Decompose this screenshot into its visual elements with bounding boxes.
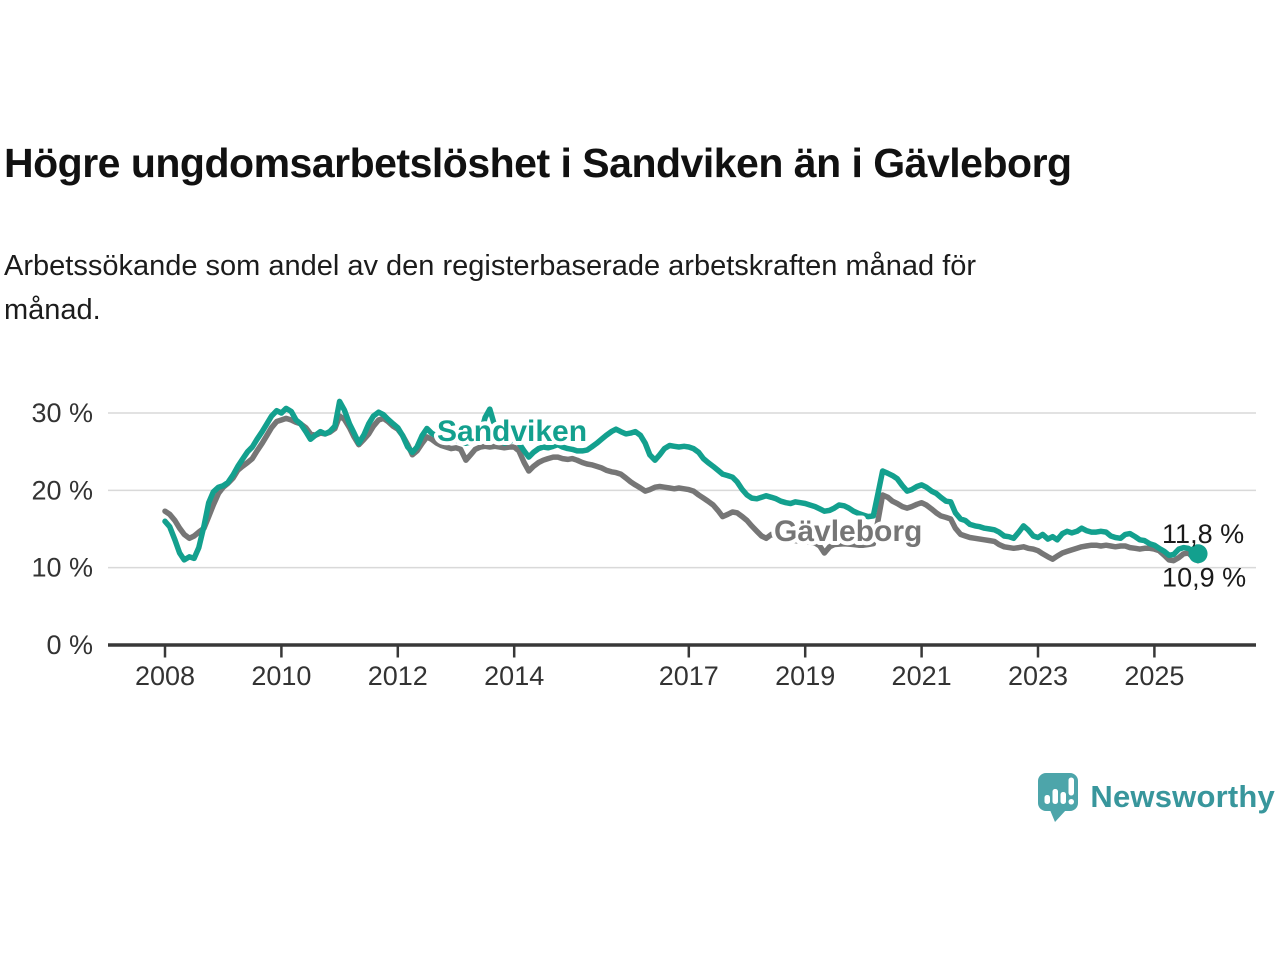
gavleborg-end-value-label: 10,9 % (1162, 563, 1246, 593)
newsworthy-logo-icon (1038, 773, 1079, 822)
gavleborg-line (162, 413, 1201, 564)
y-axis-label-10: 10 % (31, 553, 93, 583)
x-axis-label-2023: 2023 (1008, 661, 1068, 691)
x-axis-label-2021: 2021 (892, 661, 952, 691)
x-axis-label-2010: 2010 (251, 661, 311, 691)
y-axis-label-30: 30 % (31, 398, 93, 428)
page-subtitle: Arbetssökande som andel av den registerb… (4, 244, 976, 332)
x-axis-label-2017: 2017 (659, 661, 719, 691)
subtitle-line-2: månad. (4, 294, 101, 326)
subtitle-line-1: Arbetssökande som andel av den registerb… (4, 250, 977, 282)
x-axis-label-2025: 2025 (1124, 661, 1184, 691)
x-axis-label-2012: 2012 (368, 661, 428, 691)
newsworthy-brand[interactable]: Newsworthy (1036, 771, 1275, 823)
sandviken-end-dot (1188, 544, 1208, 564)
y-axis-label-20: 20 % (31, 475, 93, 505)
sandviken-end-value-label: 11,8 % (1162, 519, 1244, 549)
x-axis-label-2014: 2014 (484, 661, 544, 691)
newsworthy-brand-text: Newsworthy (1090, 779, 1275, 814)
sandviken-line (162, 398, 1201, 563)
x-axis-label-2019: 2019 (775, 661, 835, 691)
x-axis-label-2008: 2008 (135, 661, 195, 691)
youth-unemployment-line-chart: 0 % 10 % 20 % 30 % 2008 2010 2012 2014 2017 2019 2… (31, 398, 1256, 691)
gavleborg-series-label: Gävleborg (774, 515, 922, 548)
page-title: Högre ungdomsarbetslöshet i Sandviken än… (4, 140, 1072, 186)
sandviken-series-label: Sandviken (437, 415, 587, 448)
y-axis-label-0: 0 % (46, 630, 93, 660)
